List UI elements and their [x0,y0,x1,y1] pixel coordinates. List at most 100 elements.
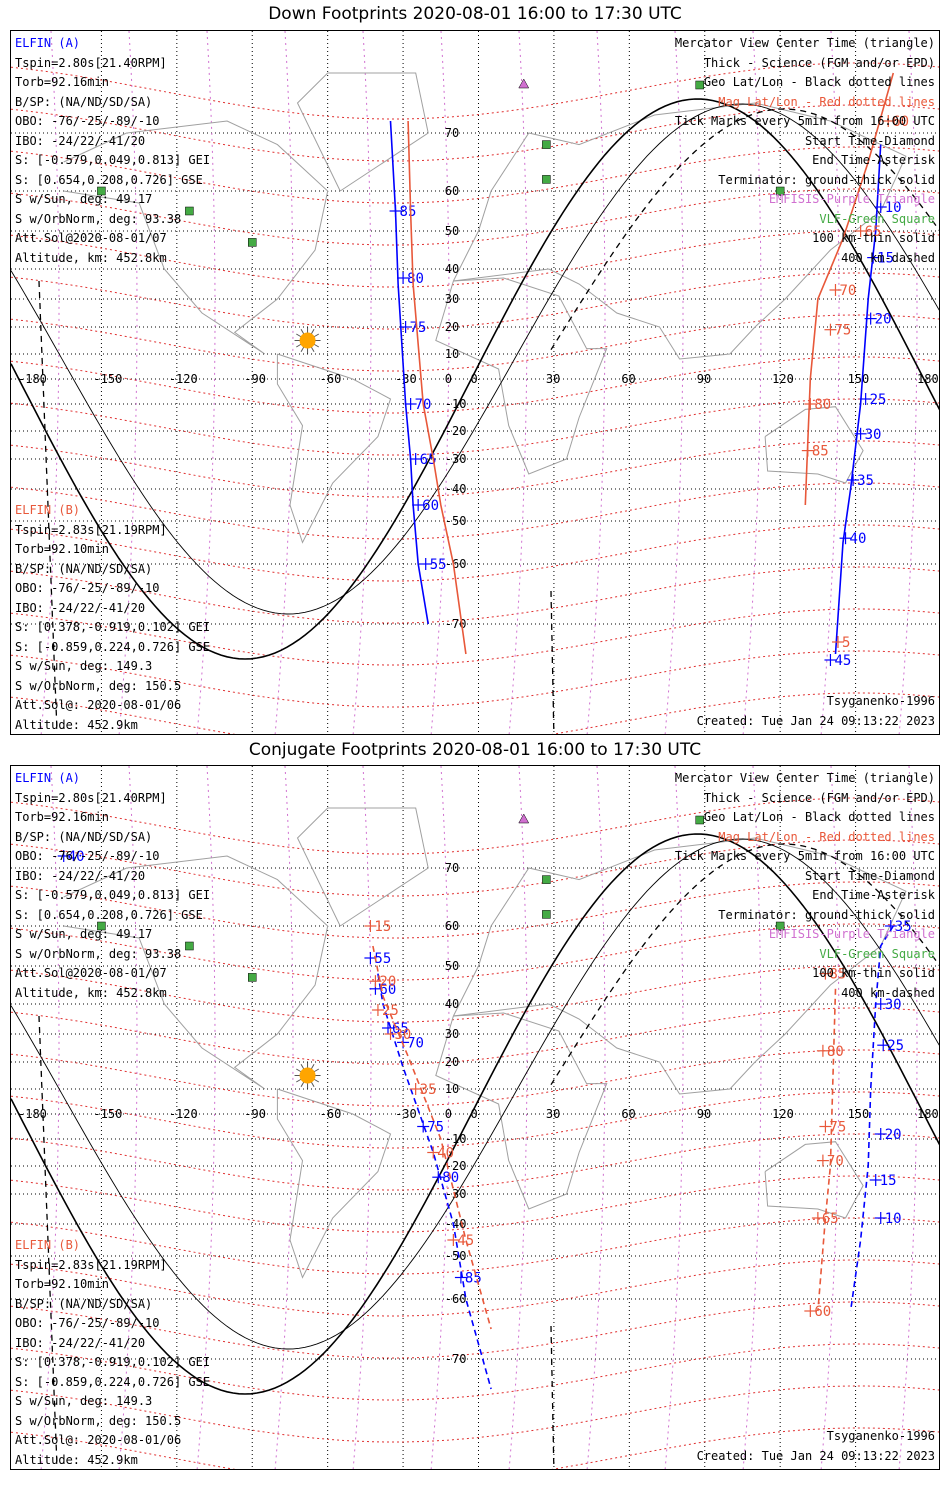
lon-tick-label: -60 [320,1107,342,1121]
legend-item: 100 km-thin solid [812,231,935,245]
mag-latitude-line [11,272,939,330]
track-line [804,72,895,506]
lon-tick-label: -180 [18,372,47,386]
mag-meridian [586,31,606,734]
lon-tick-label: 0 [471,372,478,386]
coastline [435,277,608,475]
info-line: Tspin=2.80s[21.40RPM] [15,790,167,805]
legend-item: Tick Marks every 5min from 16:00 UTC [674,114,935,128]
vlf-square-icon [542,140,551,149]
lat-tick-label: 70 [445,126,459,140]
legend-item: End Time-Asterisk [812,888,935,902]
lat-tick-label: -10 [445,1132,467,1146]
tick-label: 10 [885,1211,902,1227]
info-line: Altitude, km: 452.8km [15,985,167,1000]
vlf-square-icon [542,910,551,919]
mag-meridian [508,766,528,1469]
lat-tick-label: -40 [445,1217,467,1231]
lat-tick-label: -40 [445,482,467,496]
info-line: Torb=92.16min [15,75,109,89]
panel-title-conjugate: Conjugate Footprints 2020-08-01 16:00 to… [248,740,702,760]
elfin-b-label: ELFIN (B) [15,503,81,517]
legend-item: Terminator: ground-thick solid [718,907,935,922]
tick-label: 75 [410,320,427,336]
tick-label: 60 [814,1304,831,1320]
lat-tick-label: 40 [445,997,459,1011]
tick-label: 20 [875,312,892,328]
info-line: Tspin=2.80s[21.40RPM] [15,55,167,70]
tick-label: 25 [870,392,887,408]
lat-tick-label: 40 [445,262,459,276]
info-line: Att.Sol@: 2020-08-01/06 [15,698,182,712]
info-line: Altitude: 452.9km [15,717,138,732]
info-line: Att.Sol@2020-08-01/07 [15,231,167,245]
lon-tick-label: 120 [772,1107,794,1121]
markers [97,813,785,1089]
track-line [377,973,492,1390]
lon-tick-label: 90 [697,372,711,386]
vlf-square-icon [775,186,785,196]
tick-label: 45 [834,653,851,669]
terminator-100km [11,103,939,615]
lon-tick-label: -150 [93,1107,122,1121]
tick-label: 60 [422,498,439,514]
tick-label: 35 [420,1082,437,1098]
info-line: Att.Sol@: 2020-08-01/06 [15,1433,182,1447]
lon-tick-label: -60 [320,372,342,386]
vlf-square-icon [97,186,106,196]
tick-label: 30 [865,427,882,443]
track-line [834,144,882,655]
vlf-square-icon [542,875,551,884]
axis-labels: -180 -150 -120 -90 -60 -30 0 30 60 90 120 150 180706… [18,126,939,631]
info-line: S: [-0.579,0.049,0.813] GEI [15,153,211,167]
tick-label: 25 [382,1003,399,1019]
terminator-400km-left [38,280,58,732]
info-line: S w/Sun, deg: 49.17 [15,192,153,206]
lon-tick-label: -90 [244,1107,266,1121]
legend-item: Start Time-Diamond [804,868,935,883]
tick-label: 60 [892,114,909,130]
mag-latitude-line [11,1049,939,1107]
info-line: S: [0.378,-0.919,0.102] GEI [15,1355,211,1369]
graticule [11,766,939,1469]
track-line [817,988,837,1312]
terminator-100km [11,838,939,1350]
panel-title-down: Down Footprints 2020-08-01 16:00 to 17:3… [268,4,682,24]
info-line: IBO: -24/22/-41/20 [15,1335,146,1350]
legend-down: Mercator View Center Time (triangle) Thic… [675,34,935,268]
info-line: S: [-0.859,0.224,0.726] GSE [15,639,211,654]
lon-tick-label: -30 [395,372,417,386]
legend-item: Mag Lat/Lon - Red dotted lines [718,829,935,844]
lat-tick-label: 0 [445,1107,452,1121]
vlf-square-icon [248,238,257,247]
vlf-square-icon [542,175,551,184]
legend-conjugate: Mercator View Center Time (triangle) Thic… [675,769,935,1003]
legend-item: 400 km-dashed [841,250,935,265]
footer-conjugate: Tsyganenko-1996 Created: Tue Jan 24 09:1… [697,1427,935,1466]
lat-tick-label: 30 [445,292,459,306]
sun-icon [299,1067,316,1084]
mag-meridian [508,31,528,734]
info-line: OBO: -76/-25/-89/-10 [15,1316,160,1330]
tick-label: 85 [465,1271,482,1287]
model-label: Tsyganenko-1996 [826,1429,935,1443]
terminator-400km-mid [550,1325,555,1469]
tick-label: 20 [885,1127,902,1143]
vlf-square-icon [97,921,106,931]
info-line: Altitude: 452.9km [15,1452,138,1467]
coastlines [63,807,907,1279]
lat-tick-label: 50 [445,959,459,973]
lon-tick-label: 120 [772,372,794,386]
elfin-b-info-down: ELFIN (B) Tspin=2.83s[21.19RPM] Torb=92.1… [15,501,211,734]
terminator-400km-mid [550,590,555,734]
info-line: Torb=92.10min [15,1277,109,1291]
tick-label: 40 [437,1146,454,1162]
vlf-square-icon [248,973,257,982]
track-line [372,945,492,1330]
tick-label: 70 [827,1154,844,1170]
elfin-a-info-down: ELFIN (A) Tspin=2.80s[21.40RPM] Torb=92.1… [15,34,210,268]
tick-label: 55 [374,951,391,967]
legend-item: Mercator View Center Time (triangle) [674,36,935,50]
lat-tick-label: 60 [445,184,459,198]
legend-item: Geo Lat/Lon - Black dotted lines [703,810,935,824]
